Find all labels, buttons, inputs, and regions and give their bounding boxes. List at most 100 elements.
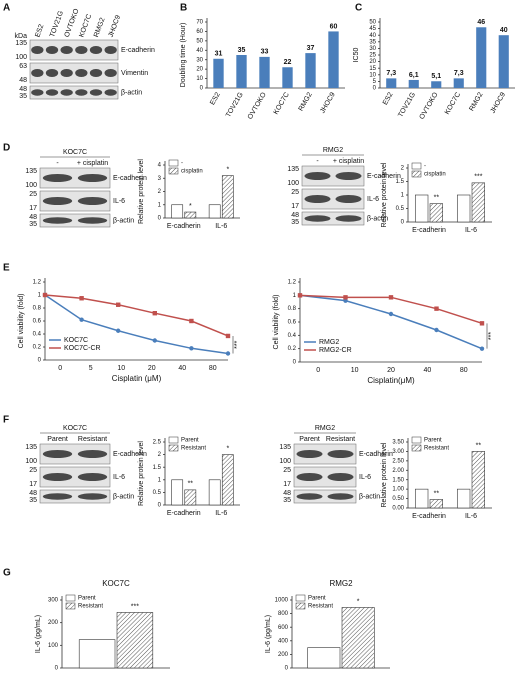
significance: ** [188,481,194,488]
y-axis-label: Relative protein level [381,162,388,227]
blot-band [42,217,73,224]
blot-band [31,89,44,96]
x-tick-label: RMG2 [468,91,484,112]
y-tick-label: 3.50 [392,440,404,446]
value-label: 60 [330,23,338,30]
band-label: β-actin [359,493,380,500]
bar [471,451,485,509]
x-tick-label: TOV21G [225,91,245,118]
lane-label: - [316,158,319,165]
bar [282,67,293,88]
y-tick-label: 2.50 [392,458,404,464]
blot-band [104,46,117,54]
blot-band [296,473,323,481]
kda-label: 48 [29,490,37,497]
y-tick-label: 30 [196,57,203,63]
y-tick-label: 0.00 [392,506,404,512]
bar [184,489,197,506]
x-axis-label: Cisplatin(μM) [367,376,415,385]
blot-band [31,69,44,77]
blot-band [75,46,88,54]
significance: * [226,445,229,452]
marker [479,321,485,326]
significance: ** [476,442,482,449]
y-axis-label: Doubling time (Hour) [180,23,187,88]
legend-swatch [411,170,422,178]
y-tick-label: 0.4 [33,332,42,338]
value-label: 33 [261,49,269,56]
panel-letter: C [355,3,362,14]
y-tick-label: 100 [48,643,59,649]
bar [307,647,341,669]
x-tick-label: OVTOKO [247,91,268,121]
y-axis-label: Relative protein level [381,442,388,507]
kda-label: 17 [283,481,291,488]
significance: ** [434,490,440,497]
y-axis-label: Relative protein level [138,441,145,506]
y-tick-label: 0 [55,666,59,672]
bar [453,78,464,88]
y-tick-label: 40 [369,33,376,39]
bar [429,203,443,223]
significance: *** [234,340,241,348]
bar [328,31,339,88]
blot-strip [301,188,365,210]
y-tick-label: 1 [293,293,297,299]
kda-label: 135 [15,40,27,47]
bar [116,612,154,669]
line [299,294,483,325]
y-axis-label: IL-6 (pg/mL) [265,615,272,653]
x-tick-label: E-cadherin [412,513,446,520]
x-tick-label: E-cadherin [167,510,201,517]
blot-band [296,450,323,458]
blot-title: RMG2 [315,425,335,432]
y-axis-label: Cell viability (fold) [18,294,25,349]
bar [431,81,442,88]
bar [456,194,471,223]
legend-swatch [411,444,422,452]
y-tick-label: 20 [196,67,203,73]
y-tick-label: 0.50 [392,496,404,502]
x-tick-label: 5 [89,365,93,372]
bar [341,607,375,669]
chart-title: KOC7C [102,579,130,588]
x-tick-label: RMG2 [298,91,314,112]
blot-band [77,473,108,481]
bar [236,55,247,88]
bar [386,78,397,88]
band-label: β-actin [121,89,142,96]
blot-strip [29,39,119,61]
y-tick-label: 3 [158,176,162,182]
panel-letter: G [3,568,11,579]
y-tick-label: 1 [158,477,162,483]
blot-band [45,89,59,96]
lane-label: KOC7C [78,13,93,38]
bar [408,79,419,88]
bar [221,454,234,506]
band-label: IL-6 [367,196,379,203]
y-tick-label: 3.00 [392,449,404,455]
y-tick-label: 70 [196,20,203,26]
bar [305,53,316,88]
kda-header: kDa [15,33,28,40]
lane-label: Parent [47,436,68,443]
value-label: 40 [500,27,508,34]
blot-band [304,215,331,222]
band-label: E-cadherin [359,451,393,458]
bar [414,488,429,509]
marker [225,351,231,356]
y-tick-label: 800 [278,611,289,617]
y-tick-label: 0.2 [33,345,42,351]
blot-band [60,89,73,96]
x-tick-label: JHOC9 [319,91,337,114]
y-tick-label: 5 [373,79,377,85]
legend-swatch [168,167,179,175]
lane-label: ES2 [34,23,45,38]
legend-swatch [168,444,179,452]
y-tick-label: 0 [401,220,405,226]
marker [152,311,157,316]
lane-label: RMG2 [93,17,107,38]
legend-label: Resistant [424,446,449,452]
x-tick-label: 0 [58,365,62,372]
kda-label: 63 [19,63,27,70]
